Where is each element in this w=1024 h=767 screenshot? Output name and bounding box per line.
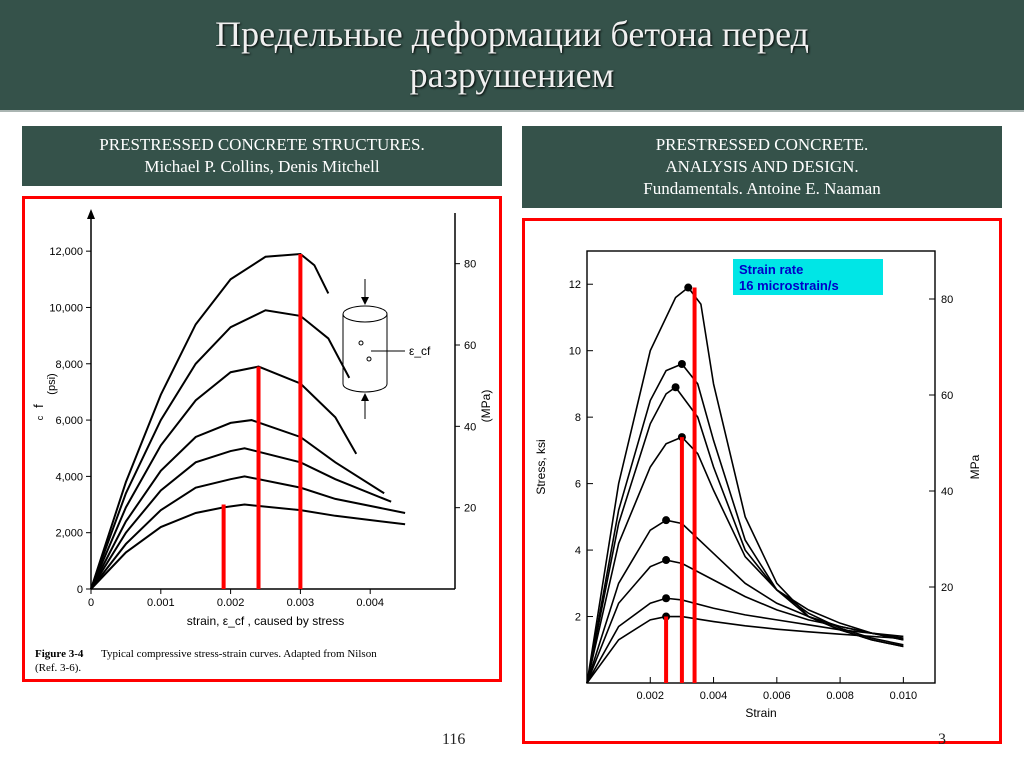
svg-text:40: 40 [941,486,953,498]
svg-text:f: f [31,404,46,408]
svg-text:0.010: 0.010 [890,690,918,702]
left-caption-line1: PRESTRESSED CONCRETE STRUCTURES. [99,135,424,154]
right-caption-line2: ANALYSIS AND DESIGN. [665,157,858,176]
svg-text:80: 80 [464,259,476,271]
svg-text:Strain rate: Strain rate [739,262,803,277]
title-line1: Предельные деформации бетона перед [215,14,809,54]
left-column: PRESTRESSED CONCRETE STRUCTURES. Michael… [22,126,502,744]
left-chart-frame: 0 2,000 4,000 6,000 8,000 10,000 12,000 20 40 60 8… [22,196,502,682]
svg-text:60: 60 [941,390,953,402]
svg-text:2: 2 [575,612,581,624]
svg-text:Stress, ksi: Stress, ksi [534,440,548,495]
svg-text:20: 20 [464,503,476,515]
svg-text:0.008: 0.008 [826,690,854,702]
svg-text:12: 12 [569,280,581,292]
svg-text:ε_cf: ε_cf [409,344,431,358]
svg-text:6: 6 [575,479,581,491]
svg-text:60: 60 [464,340,476,352]
svg-text:(psi): (psi) [46,373,58,394]
svg-text:c: c [35,415,45,420]
title-line2: разрушением [410,55,615,95]
svg-text:0.002: 0.002 [217,597,245,609]
svg-text:0: 0 [88,597,94,609]
svg-text:40: 40 [464,422,476,434]
right-chart-frame: 2 4 6 8 10 12 20 40 60 80 0.002 0.004 0.006 0.008 0.01… [522,218,1002,744]
svg-text:0.004: 0.004 [700,690,728,702]
right-caption-line1: PRESTRESSED CONCRETE. [656,135,869,154]
svg-text:0.001: 0.001 [147,597,175,609]
svg-text:16 microstrain/s: 16 microstrain/s [739,278,839,293]
slide-title: Предельные деформации бетона перед разру… [215,14,809,97]
svg-text:0: 0 [77,584,83,596]
svg-text:8,000: 8,000 [55,359,83,371]
right-caption: PRESTRESSED CONCRETE. ANALYSIS AND DESIG… [522,126,1002,208]
svg-text:Typical compressive stress-str: Typical compressive stress-strain curves… [101,648,377,660]
right-caption-line3: Fundamentals. Antoine E. Naaman [643,179,880,198]
svg-text:10,000: 10,000 [49,303,83,315]
right-chart: 2 4 6 8 10 12 20 40 60 80 0.002 0.004 0.006 0.008 0.01… [525,221,995,735]
svg-text:Strain: Strain [745,706,776,720]
svg-text:6,000: 6,000 [55,415,83,427]
svg-text:strain, ε_cf , caused by stre: strain, ε_cf , caused by stress [187,614,344,628]
svg-text:0.002: 0.002 [637,690,665,702]
svg-text:(Ref. 3-6).: (Ref. 3-6). [35,662,81,673]
left-caption-line2: Michael P. Collins, Denis Mitchell [144,157,379,176]
svg-text:4: 4 [575,545,581,557]
page-number-right: 3 [938,731,946,749]
svg-text:2,000: 2,000 [55,528,83,540]
page-number-left: 116 [442,731,465,749]
left-caption: PRESTRESSED CONCRETE STRUCTURES. Michael… [22,126,502,186]
svg-text:Figure 3-4: Figure 3-4 [35,648,84,660]
svg-text:(MPa): (MPa) [479,390,493,423]
svg-text:12,000: 12,000 [49,246,83,258]
svg-text:0.006: 0.006 [763,690,791,702]
svg-text:10: 10 [569,346,581,358]
svg-text:4,000: 4,000 [55,472,83,484]
right-column: PRESTRESSED CONCRETE. ANALYSIS AND DESIG… [522,126,1002,744]
svg-text:MPa: MPa [968,455,982,480]
svg-text:0.004: 0.004 [356,597,384,609]
left-chart: 0 2,000 4,000 6,000 8,000 10,000 12,000 20 40 60 8… [25,199,495,673]
svg-text:8: 8 [575,412,581,424]
svg-text:0.003: 0.003 [287,597,315,609]
svg-text:80: 80 [941,294,953,306]
svg-text:20: 20 [941,582,953,594]
title-bar: Предельные деформации бетона перед разру… [0,0,1024,112]
